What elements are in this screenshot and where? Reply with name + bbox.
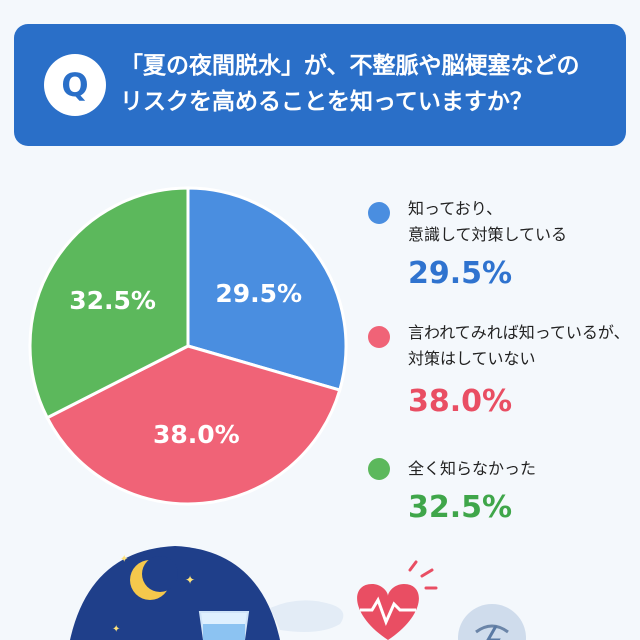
pie-slice-1 — [186, 186, 348, 392]
pie-slice-label-2: 38.0% — [153, 420, 240, 449]
q-badge: Q — [44, 54, 106, 116]
legend-dot-red — [368, 326, 390, 348]
question-line-2: リスクを高めることを知っていますか？ — [120, 89, 533, 115]
legend-dot-green — [368, 458, 390, 480]
legend-value-know-no-action: 38.0% — [408, 384, 513, 419]
question-text: 「夏の夜間脱水」が、不整脈や脳梗塞などの リスクを高めることを知っていますか？ — [120, 48, 616, 120]
legend-value-unaware: 32.5% — [408, 490, 513, 525]
pie-slice-2 — [45, 344, 342, 506]
question-banner: Q 「夏の夜間脱水」が、不整脈や脳梗塞などの リスクを高めることを知っていますか… — [14, 24, 626, 146]
illustration-strip: ✦ ✦ ✦ — [70, 546, 526, 640]
water-glass-icon — [198, 611, 250, 640]
star-icon: ✦ — [120, 554, 128, 565]
star-icon: ✦ — [112, 624, 120, 635]
legend-value-aware: 29.5% — [408, 256, 513, 291]
night-bubble — [70, 546, 280, 640]
pie-slice-3 — [28, 186, 190, 420]
pie-chart: 29.5% 38.0% 32.5% — [28, 186, 348, 506]
heart-pulse-icon — [357, 560, 438, 640]
star-icon: ✦ — [185, 573, 195, 587]
moon-icon — [130, 556, 178, 600]
legend-dot-blue — [368, 202, 390, 224]
pie-slice-label-3: 32.5% — [69, 286, 156, 315]
cloud-decoration — [270, 600, 344, 632]
legend-label-know-no-action: 言われてみれば知っているが、 対策はしていない — [408, 323, 630, 368]
legend-label-aware: 知っており、 意識して対策している — [408, 199, 568, 244]
brain-icon — [458, 604, 526, 640]
pie-slice-label-1: 29.5% — [215, 279, 302, 308]
question-line-1: 「夏の夜間脱水」が、不整脈や脳梗塞などの — [120, 53, 580, 79]
legend-label-unaware: 全く知らなかった — [408, 459, 537, 478]
